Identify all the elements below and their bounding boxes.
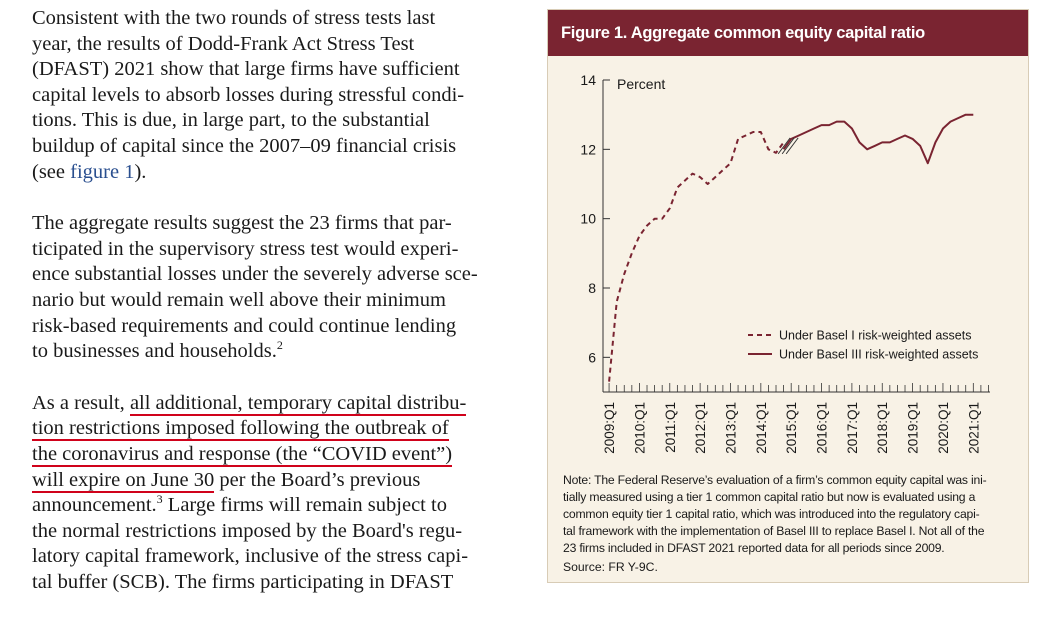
legend-label-basel-i: Under Basel I risk-weighted assets xyxy=(779,329,971,343)
text-fragment: per the Board’s previous xyxy=(214,468,421,491)
y-tick-label: 6 xyxy=(588,349,596,365)
underlined-text: all additional, temporary capital distri… xyxy=(129,391,467,416)
text-line: tion restrictions imposed following the … xyxy=(32,416,522,442)
note-line: tal framework with the implementation of… xyxy=(563,524,985,538)
x-tick-label: 2013:Q1 xyxy=(723,402,738,454)
text-line: buildup of capital since the 2007–09 fin… xyxy=(32,134,457,157)
x-tick-label: 2015:Q1 xyxy=(784,402,799,454)
series-break-mark xyxy=(781,137,795,155)
x-tick-label: 2020:Q1 xyxy=(936,402,951,454)
text-line: latory capital framework, inclusive of t… xyxy=(32,545,469,568)
figure-1-panel: Figure 1. Aggregate common equity capita… xyxy=(547,9,1029,583)
text-line: nario but would remain well above their … xyxy=(32,288,446,311)
x-tick-label: 2016:Q1 xyxy=(815,402,830,454)
text-line: (see figure 1). xyxy=(32,160,522,186)
text-line: Consistent with the two rounds of stress… xyxy=(32,7,436,29)
x-tick-label: 2009:Q1 xyxy=(602,402,617,454)
y-tick-label: 8 xyxy=(588,280,596,296)
text-fragment: Large firms will remain subject to xyxy=(162,494,447,517)
text-line: announcement.3 Large firms will remain s… xyxy=(32,493,522,519)
text-line: ticipated in the supervisory stress test… xyxy=(32,237,459,260)
x-tick-label: 2014:Q1 xyxy=(754,402,769,454)
note-line: Note: The Federal Reserve’s evaluation o… xyxy=(563,473,987,487)
text-line: The aggregate results suggest the 23 fir… xyxy=(32,212,452,235)
series-break-mark xyxy=(777,137,791,155)
text-line: the normal restrictions imposed by the B… xyxy=(32,519,463,542)
capital-ratio-chart: 6 8 10 12 14 Percent 2009:Q1 2010:Q1 2011:Q1 2012… xyxy=(580,72,990,454)
x-tick-label: 2018:Q1 xyxy=(875,402,890,454)
underlined-text: the coronavirus and response (the “COVID… xyxy=(32,442,453,467)
series-line-2 xyxy=(782,113,974,165)
text-line: (DFAST) 2021 show that large firms have … xyxy=(32,58,460,81)
figure-source: Source: FR Y-9C. xyxy=(563,560,658,574)
paragraph-1: Consistent with the two rounds of stress… xyxy=(32,6,522,185)
y-axis-label: Percent xyxy=(617,76,665,92)
text-line: to businesses and households.2 xyxy=(32,339,522,365)
text-line: As a result, all additional, temporary c… xyxy=(32,391,522,417)
text-line: the coronavirus and response (the “COVID… xyxy=(32,442,522,468)
note-line: 23 firms included in DFAST 2021 reported… xyxy=(563,541,945,555)
text-fragment: ). xyxy=(134,160,147,183)
figure-note: Note: The Federal Reserve’s evaluation o… xyxy=(563,472,1021,557)
x-tick-label: 2021:Q1 xyxy=(966,402,981,454)
x-tick-label: 2019:Q1 xyxy=(906,402,921,454)
x-tick-label: 2010:Q1 xyxy=(632,402,647,454)
note-line: common equity tier 1 capital ratio, whic… xyxy=(563,507,980,521)
text-line: ence substantial losses under the severe… xyxy=(32,263,478,286)
x-tick-label: 2017:Q1 xyxy=(845,402,860,454)
text-line: risk-based requirements and could contin… xyxy=(32,314,457,337)
x-tick-label: 2011:Q1 xyxy=(663,402,678,453)
underlined-text: tion restrictions imposed following the … xyxy=(32,417,449,442)
series-line-1 xyxy=(608,131,785,382)
body-text-column: Consistent with the two rounds of stress… xyxy=(32,6,522,621)
series-break-mark xyxy=(785,137,799,155)
text-line: tal buffer (SCB). The firms participatin… xyxy=(32,570,454,593)
y-tick-label: 14 xyxy=(580,72,596,88)
y-tick-label: 10 xyxy=(580,211,596,227)
text-line: year, the results of Dodd-Frank Act Stre… xyxy=(32,32,415,55)
note-line: tially measured using a tier 1 common ca… xyxy=(563,490,976,504)
footnote-3-link[interactable]: 3 xyxy=(156,492,163,507)
legend-label-basel-iii: Under Basel III risk-weighted assets xyxy=(779,348,978,362)
text-fragment: As a result, xyxy=(32,391,130,414)
figure-title: Figure 1. Aggregate common equity capita… xyxy=(548,10,1028,56)
footnote-2-link[interactable]: 2 xyxy=(276,338,283,353)
text-fragment: (see xyxy=(32,160,71,183)
text-line: tions. This is due, in large part, to th… xyxy=(32,109,430,132)
x-tick-label: 2012:Q1 xyxy=(693,402,708,454)
text-fragment: to businesses and households. xyxy=(32,340,277,363)
underlined-text: will expire on June 30 xyxy=(32,468,215,493)
y-tick-label: 12 xyxy=(580,141,596,157)
figure-1-link[interactable]: figure 1 xyxy=(70,160,135,183)
paragraph-3: As a result, all additional, temporary c… xyxy=(32,391,522,596)
paragraph-2: The aggregate results suggest the 23 fir… xyxy=(32,211,522,365)
text-fragment: announcement. xyxy=(32,494,157,517)
text-line: will expire on June 30 per the Board’s p… xyxy=(32,468,522,494)
text-line: capital levels to absorb losses during s… xyxy=(32,83,465,106)
